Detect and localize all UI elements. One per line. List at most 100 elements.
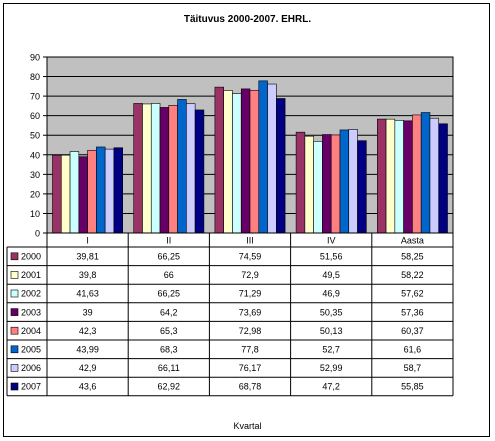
data-label: 58,7 <box>404 363 422 373</box>
legend-label: 2005 <box>21 345 41 355</box>
data-label: 42,9 <box>79 363 97 373</box>
data-label: 51,56 <box>320 252 343 262</box>
bar <box>133 103 143 234</box>
data-label: 50,13 <box>320 326 343 336</box>
bar <box>168 105 178 234</box>
bar <box>276 98 286 234</box>
bar <box>194 109 205 234</box>
bar <box>420 112 431 234</box>
bar <box>96 146 106 234</box>
bar <box>249 89 260 234</box>
data-label: 65,3 <box>160 326 178 336</box>
data-label: 72,9 <box>241 270 259 280</box>
x-tick-label: I <box>86 236 89 246</box>
chart-title: Täituvus 2000-2007. EHRL. <box>183 14 312 25</box>
bar <box>429 117 440 234</box>
bar <box>295 131 306 234</box>
legend-label: 2002 <box>21 289 41 299</box>
legend-label: 2003 <box>21 307 41 317</box>
bar <box>330 134 341 234</box>
data-label: 61,6 <box>404 345 422 355</box>
bar <box>357 140 367 234</box>
data-label: 71,29 <box>239 289 262 299</box>
bar <box>258 80 268 234</box>
bar <box>186 103 196 234</box>
bar <box>348 129 358 234</box>
legend-swatch <box>10 289 19 298</box>
bar <box>69 151 80 234</box>
data-label: 66 <box>164 270 174 280</box>
legend-swatch <box>10 326 19 335</box>
y-tick-label: 80 <box>30 72 40 82</box>
data-label: 66,25 <box>158 252 181 262</box>
data-label: 58,22 <box>401 270 424 280</box>
bar <box>412 114 422 234</box>
data-label: 39 <box>83 307 93 317</box>
data-label: 43,99 <box>76 345 99 355</box>
legend-label: 2006 <box>21 363 41 373</box>
data-label: 46,9 <box>322 289 340 299</box>
bar <box>78 156 88 234</box>
data-label: 47,2 <box>322 382 340 392</box>
data-label: 49,5 <box>322 270 340 280</box>
y-tick-label: 0 <box>35 229 40 239</box>
legend-swatch <box>10 252 19 261</box>
bar <box>232 93 242 234</box>
y-tick-label: 10 <box>30 209 40 219</box>
bar <box>240 88 251 234</box>
data-label: 57,36 <box>401 307 424 317</box>
data-label: 52,7 <box>322 345 340 355</box>
y-tick-label: 90 <box>30 53 40 63</box>
data-label: 66,11 <box>158 363 180 373</box>
bar <box>394 120 404 234</box>
bar <box>52 154 62 234</box>
data-label: 68,3 <box>160 345 178 355</box>
bar <box>87 149 97 234</box>
data-label: 43,6 <box>79 382 97 392</box>
data-label: 77,8 <box>241 345 259 355</box>
legend-swatch <box>10 345 19 354</box>
legend-swatch <box>10 308 19 316</box>
legend-label: 2007 <box>21 382 41 392</box>
legend-label: 2004 <box>21 326 41 336</box>
x-tick-label: II <box>166 236 171 246</box>
data-label: 73,69 <box>239 307 262 317</box>
data-label: 52,99 <box>320 363 343 373</box>
bar <box>385 118 396 234</box>
bar <box>339 129 350 234</box>
bar <box>214 86 224 234</box>
x-tick-label: Aasta <box>401 236 424 246</box>
y-tick-label: 60 <box>30 111 40 121</box>
y-tick-label: 40 <box>30 150 40 160</box>
data-label: 62,92 <box>158 382 181 392</box>
legend-swatch <box>10 382 19 391</box>
legend-swatch <box>10 364 19 372</box>
data-label: 68,78 <box>239 382 262 392</box>
x-tick-label: III <box>246 236 254 246</box>
data-label: 50,35 <box>320 307 343 317</box>
data-label: 60,37 <box>401 326 424 336</box>
x-axis-label: Kvartal <box>233 421 262 431</box>
y-tick-label: 50 <box>30 131 40 141</box>
x-tick-label: IV <box>327 236 336 246</box>
data-label: 58,25 <box>401 252 424 262</box>
bar <box>177 99 187 234</box>
data-label: 42,3 <box>79 326 97 336</box>
bar <box>150 103 161 234</box>
bar <box>403 120 413 234</box>
bar <box>60 154 71 234</box>
bar <box>142 103 152 234</box>
legend-label: 2000 <box>21 252 41 262</box>
data-label: 39,8 <box>79 270 97 280</box>
y-tick-label: 30 <box>30 170 40 180</box>
bar <box>313 140 323 234</box>
legend-swatch <box>10 271 19 279</box>
bar <box>376 118 387 234</box>
data-label: 76,17 <box>239 363 262 373</box>
data-label: 72,98 <box>239 326 262 336</box>
data-label: 41,63 <box>76 289 99 299</box>
data-label: 57,62 <box>401 289 424 299</box>
bar <box>104 148 115 234</box>
legend-label: 2001 <box>21 270 41 280</box>
